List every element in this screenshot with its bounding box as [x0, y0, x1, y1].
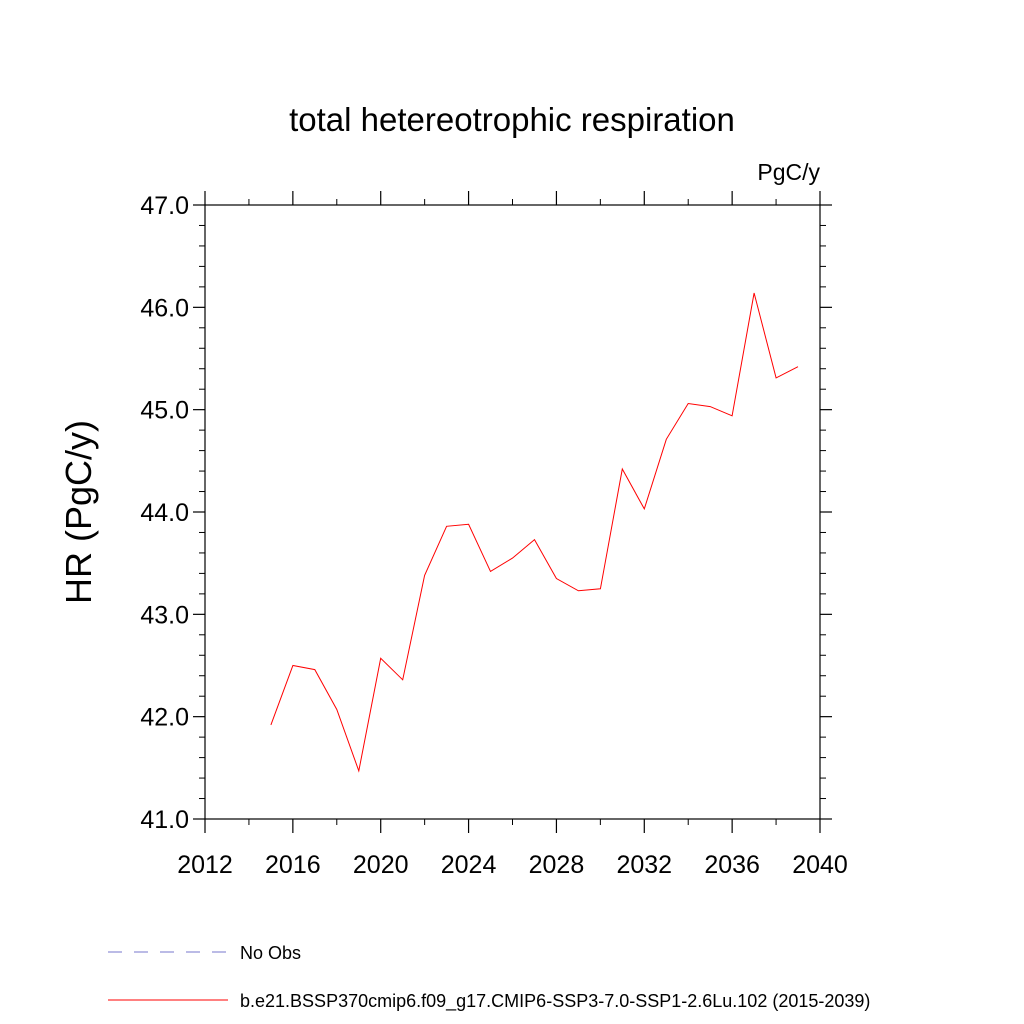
units-label: PgC/y	[757, 159, 820, 185]
legend: No Obs b.e21.BSSP370cmip6.f09_g17.CMIP6-…	[108, 943, 870, 1012]
x-tick-label: 2028	[529, 851, 585, 879]
legend-model-label: b.e21.BSSP370cmip6.f09_g17.CMIP6-SSP3-7.…	[240, 991, 870, 1012]
x-tick-label: 2012	[177, 851, 233, 879]
legend-no-obs-label: No Obs	[240, 943, 301, 963]
x-tick-label: 2032	[616, 851, 672, 879]
plot-frame	[204, 204, 821, 820]
y-tick-label: 42.0	[140, 704, 189, 732]
chart-title: total hetereotrophic respiration	[289, 101, 735, 138]
y-axis-label: HR (PgC/y)	[58, 420, 99, 604]
y-tick-label: 46.0	[140, 294, 189, 322]
x-tick-label: 2024	[441, 851, 497, 879]
series-line	[270, 292, 799, 773]
y-tick-label: 47.0	[140, 192, 189, 220]
y-tick-label: 43.0	[140, 601, 189, 629]
x-ticks: 2012 2016 2020 2024 2028 2032 2036 2040	[177, 191, 848, 879]
y-tick-label: 45.0	[140, 397, 189, 425]
y-tick-label: 44.0	[140, 499, 189, 527]
series-layer	[270, 292, 799, 773]
x-tick-label: 2020	[353, 851, 409, 879]
y-tick-label: 41.0	[140, 806, 189, 834]
x-tick-label: 2036	[704, 851, 760, 879]
x-tick-label: 2040	[792, 851, 848, 879]
x-tick-label: 2016	[265, 851, 321, 879]
y-ticks: 41.0 42.0 43.0 44.0 45.0 46.0 47.0	[140, 192, 832, 834]
